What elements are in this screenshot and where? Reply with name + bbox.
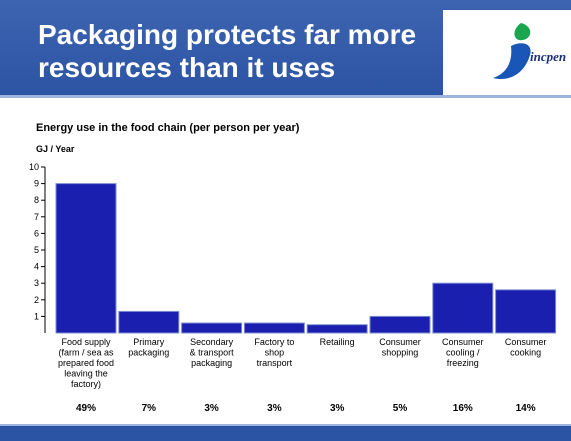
y-tick-label: 6	[34, 228, 39, 238]
footer-banner	[0, 426, 571, 441]
y-axis: 1 2 3 4 5 6 7 8 9 10	[29, 162, 46, 333]
y-tick-label: 9	[34, 179, 39, 189]
y-tick-label: 1	[34, 311, 39, 321]
logo-area	[443, 10, 571, 95]
x-tick-label-line: cooling /	[446, 348, 480, 358]
x-tick-label: Primary packaging	[128, 337, 169, 358]
bar-2	[118, 310, 180, 334]
x-tick-label-line: Secondary	[190, 337, 234, 347]
bar-8	[495, 289, 557, 334]
y-tick-label: 4	[34, 262, 39, 272]
bars	[55, 183, 557, 334]
x-tick-label: Consumer cooling / freezing	[442, 337, 484, 368]
x-tick-label-line: transport	[257, 358, 293, 368]
incpen-logo-icon	[493, 23, 531, 80]
x-tick-label-line: cooking	[510, 348, 541, 358]
x-tick-label-line: Food supply	[61, 337, 111, 347]
x-tick-label-line: shop	[265, 348, 285, 358]
title-line-1: Packaging protects far more	[38, 19, 417, 50]
percentage-label: 16%	[453, 403, 473, 414]
x-tick-label-line: shopping	[382, 348, 419, 358]
bar-7	[432, 282, 494, 334]
y-tick-label: 2	[34, 295, 39, 305]
x-tick-label-line: (farm / sea as	[58, 348, 114, 358]
y-tick-label: 8	[34, 195, 39, 205]
x-tick-label-line: Primary	[133, 337, 164, 347]
percentage-label: 3%	[204, 403, 219, 414]
bar-1	[55, 183, 117, 334]
bar-4	[243, 322, 305, 334]
x-tick-label: Secondary & transport packaging	[190, 337, 235, 368]
x-tick-label-line: Retailing	[320, 337, 355, 347]
percentage-labels: 49% 7% 3% 3% 3% 5% 16% 14%	[76, 403, 536, 414]
percentage-label: 3%	[330, 403, 345, 414]
x-tick-label-line: packaging	[191, 358, 232, 368]
y-tick-label: 3	[34, 278, 39, 288]
percentage-label: 5%	[393, 403, 408, 414]
x-tick-label-line: factory)	[71, 379, 101, 389]
x-tick-label: Retailing	[320, 337, 355, 347]
x-axis-labels: Food supply (farm / sea as prepared food le…	[58, 337, 546, 389]
percentage-label: 14%	[516, 403, 536, 414]
logo-text: incpen	[530, 49, 567, 64]
slide-title: Packaging protects far more resources th…	[38, 18, 438, 84]
percentage-label: 3%	[267, 403, 282, 414]
bar-3	[181, 322, 243, 334]
percentage-label: 7%	[142, 403, 157, 414]
y-tick-label: 10	[29, 162, 39, 172]
header-divider	[0, 95, 571, 98]
x-tick-label-line: & transport	[190, 348, 235, 358]
x-tick-label-line: prepared food	[58, 358, 114, 368]
x-tick-label-line: packaging	[128, 348, 169, 358]
footer-divider	[0, 424, 571, 426]
bar-5	[306, 324, 368, 334]
x-tick-label: Factory to shop transport	[254, 337, 294, 368]
x-tick-label: Consumer cooking	[505, 337, 547, 358]
percentage-label: 49%	[76, 403, 96, 414]
x-tick-label-line: Factory to	[254, 337, 294, 347]
y-tick-label: 5	[34, 245, 39, 255]
x-tick-label: Food supply (farm / sea as prepared food le…	[58, 337, 114, 389]
x-tick-label-line: Consumer	[379, 337, 421, 347]
title-line-2: resources than it uses	[38, 52, 336, 83]
y-axis-label: GJ / Year	[36, 144, 75, 154]
x-tick-label-line: Consumer	[442, 337, 484, 347]
y-tick-label: 7	[34, 212, 39, 222]
chart-title: Energy use in the food chain (per person…	[36, 122, 300, 134]
x-tick-label-line: leaving the	[64, 369, 108, 379]
x-tick-label-line: freezing	[447, 358, 479, 368]
bar-6	[369, 315, 431, 334]
x-tick-label-line: Consumer	[505, 337, 547, 347]
x-tick-label: Consumer shopping	[379, 337, 421, 358]
